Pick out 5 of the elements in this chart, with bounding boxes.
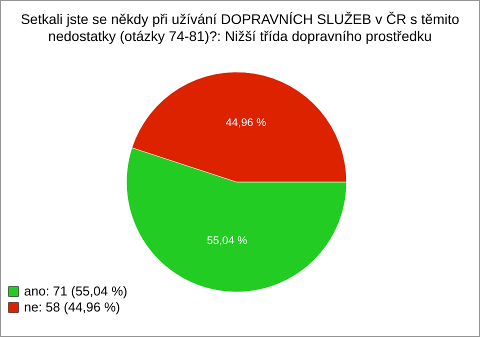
legend-label: ano: 71 (55,04 %) (24, 284, 128, 298)
chart-title: Setkali jste se někdy při užívání DOPRAVNÍCH SLUŽEB v ČR s těmito nedostatky (otázky 74-81)?: Nižší třída dopravního prostředku (20, 11, 460, 45)
legend-label: ne: 58 (44,96 %) (24, 300, 120, 314)
data-label: 55,04 % (206, 235, 248, 248)
data-label: 44,96 % (226, 116, 266, 129)
